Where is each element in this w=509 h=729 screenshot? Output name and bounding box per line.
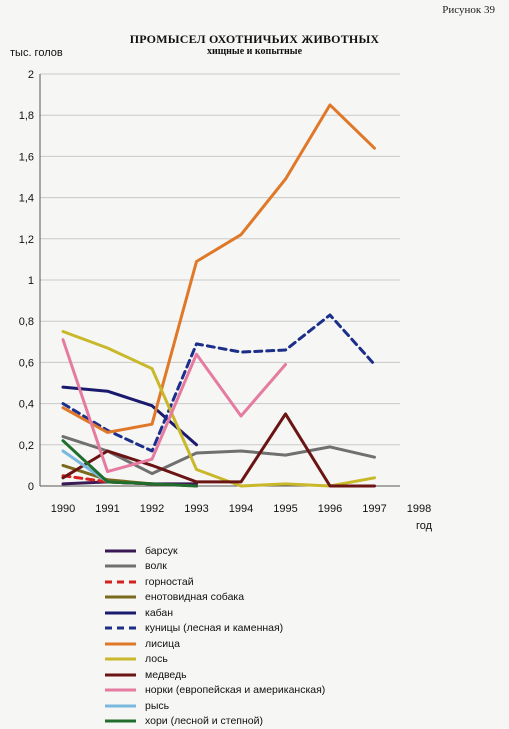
legend-swatch (104, 670, 137, 680)
series-line-8 (63, 414, 375, 486)
y-tick-label: 1,2 (19, 234, 34, 246)
legend-label: волк (145, 560, 167, 572)
y-tick-label: 1,6 (19, 151, 34, 163)
y-tick-label: 0,6 (19, 357, 34, 369)
legend-item: енотовидная собака (104, 590, 325, 606)
y-tick-label: 0 (28, 481, 34, 493)
legend-swatch (104, 561, 137, 571)
chart-legend: барсук волк горностай енотовидная собака каб… (104, 543, 325, 729)
series-line-7 (63, 332, 375, 487)
x-tick-label: 1995 (273, 503, 297, 515)
legend-item: лось (104, 652, 325, 668)
legend-swatch (104, 654, 137, 664)
legend-label: барсук (145, 545, 178, 557)
y-tick-label: 1 (28, 275, 34, 287)
y-tick-label: 1,8 (19, 110, 34, 122)
series-line-1 (63, 437, 375, 474)
legend-swatch (104, 577, 137, 587)
x-tick-label: 1998 (407, 503, 431, 515)
legend-item: рысь (104, 698, 325, 714)
legend-swatch (104, 546, 137, 556)
legend-swatch (104, 685, 137, 695)
legend-label: хори (лесной и степной) (145, 715, 263, 727)
legend-swatch (104, 701, 137, 711)
legend-item: барсук (104, 543, 325, 559)
legend-label: куницы (лесная и каменная) (145, 622, 283, 634)
x-tick-label: 1990 (51, 503, 75, 515)
y-tick-label: 0,4 (19, 399, 34, 411)
x-tick-label: 1993 (184, 503, 208, 515)
y-tick-label: 2 (28, 69, 34, 81)
legend-item: медведь (104, 667, 325, 683)
y-tick-label: 0,2 (19, 440, 34, 452)
x-tick-label: 1997 (362, 503, 386, 515)
legend-item: лисица (104, 636, 325, 652)
legend-label: лисица (145, 638, 180, 650)
y-tick-label: 0,8 (19, 316, 34, 328)
legend-swatch (104, 592, 137, 602)
legend-label: лось (145, 653, 168, 665)
legend-label: енотовидная собака (145, 591, 244, 603)
legend-item: хори (лесной и степной) (104, 714, 325, 729)
x-tick-label: 1994 (229, 503, 253, 515)
legend-item: горностай (104, 574, 325, 590)
legend-swatch (104, 639, 137, 649)
x-tick-label: 1992 (140, 503, 164, 515)
legend-label: медведь (145, 669, 187, 681)
legend-label: кабан (145, 607, 173, 619)
legend-label: горностай (145, 576, 194, 588)
legend-swatch (104, 623, 137, 633)
legend-label: норки (европейская и американская) (145, 684, 325, 696)
legend-item: куницы (лесная и каменная) (104, 621, 325, 637)
legend-item: кабан (104, 605, 325, 621)
x-tick-label: 1991 (95, 503, 119, 515)
legend-swatch (104, 716, 137, 726)
legend-item: волк (104, 559, 325, 575)
legend-item: норки (европейская и американская) (104, 683, 325, 699)
legend-swatch (104, 608, 137, 618)
y-tick-label: 1,4 (19, 193, 34, 205)
x-tick-label: 1996 (318, 503, 342, 515)
legend-label: рысь (145, 700, 169, 712)
